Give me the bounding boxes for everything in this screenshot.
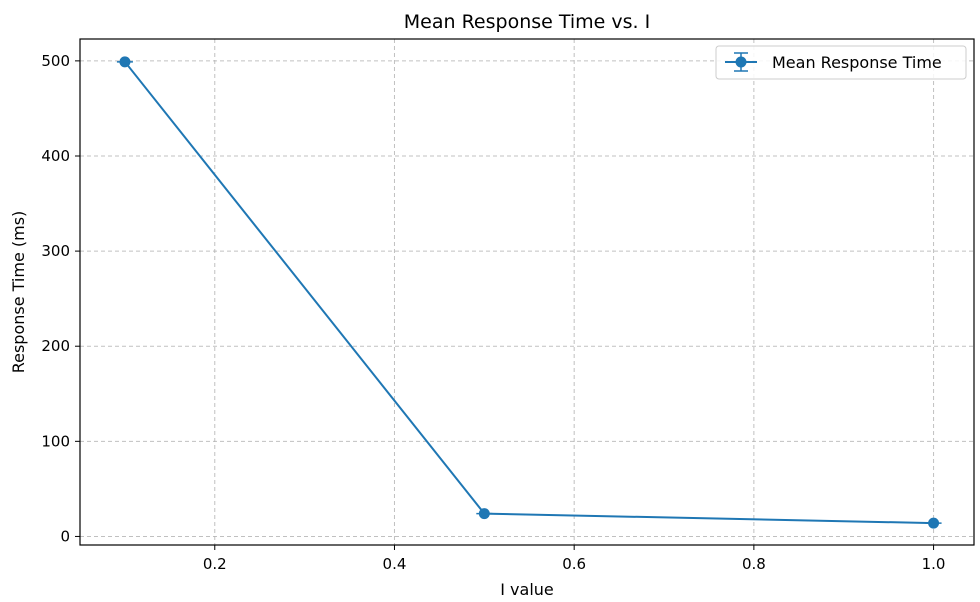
data-point [119,56,131,68]
y-tick-label: 400 [41,147,70,165]
x-tick-label: 1.0 [922,555,946,573]
y-tick-label: 100 [41,432,70,450]
x-tick-label: 0.4 [383,555,407,573]
x-tick-label: 0.6 [562,555,586,573]
y-axis-title: Response Time (ms) [9,211,28,374]
data-point [928,517,940,529]
y-tick-label: 300 [41,242,70,260]
legend-label: Mean Response Time [772,53,942,72]
ticks: 0.2 0.4 0.6 0.8 1.0 0 100 200 300 400 500 [41,52,945,573]
chart-title: Mean Response Time vs. I [404,11,650,33]
legend-box [715,45,967,80]
y-tick-label: 200 [41,337,70,355]
x-tick-label: 0.8 [742,555,766,573]
legend-marker [735,56,747,68]
x-tick-label: 0.2 [203,555,227,573]
legend: Mean Response Time [715,45,967,80]
y-tick-label: 500 [41,52,70,70]
data-point [478,508,490,520]
series-layer [116,56,942,529]
y-tick-label: 0 [60,527,70,545]
plot-frame [79,38,975,546]
x-axis-title: I value [500,580,554,599]
